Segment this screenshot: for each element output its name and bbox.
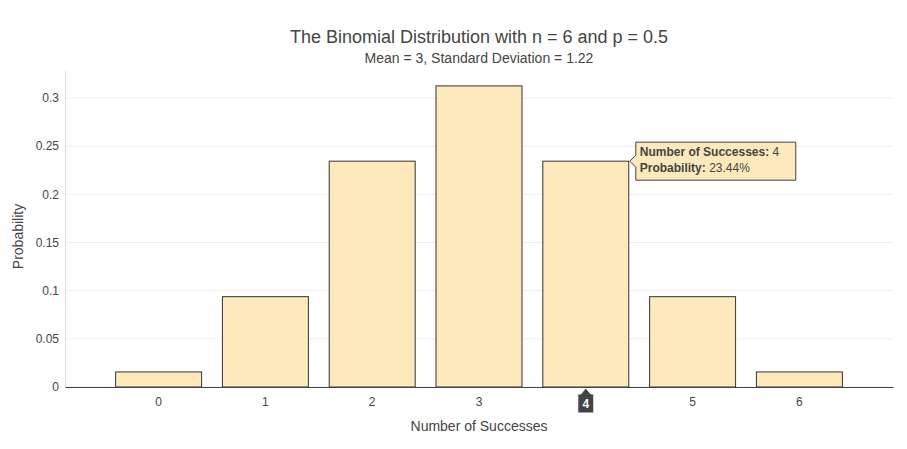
subtitle: Mean = 3, Standard Deviation = 1.22 <box>365 50 594 66</box>
y-tick-label: 0.2 <box>42 188 59 202</box>
y-tick-label: 0.25 <box>36 139 60 153</box>
x-tick: 1 <box>262 387 269 409</box>
y-tick: 0.05 <box>36 332 65 346</box>
y-tick: 0.2 <box>42 188 65 202</box>
x-tick: 2 <box>369 387 376 409</box>
y-tick: 0.15 <box>36 236 65 250</box>
bar[interactable] <box>756 372 842 387</box>
y-tick-label: 0 <box>52 380 59 394</box>
y-tick-label: 0.15 <box>36 236 60 250</box>
bar[interactable] <box>116 372 202 387</box>
y-axis-line <box>65 71 66 388</box>
x-tick: 0 <box>155 387 162 409</box>
axis-hover-box <box>578 388 594 413</box>
x-tick-label: 1 <box>262 395 269 409</box>
x-tick: 3 <box>476 387 483 409</box>
hover-text: Number of Successes: 4 <box>640 145 780 159</box>
hover-label: Number of Successes: 4 Probability: 23.44… <box>630 142 796 180</box>
bar[interactable] <box>222 297 308 387</box>
y-tick-label: 0.3 <box>42 91 59 105</box>
x-axis: 0 1 2 3 4 5 6 <box>66 387 894 409</box>
x-tick-label: 5 <box>689 395 696 409</box>
y-tick: 0 <box>52 380 65 394</box>
x-tick-label: 3 <box>476 395 483 409</box>
x-tick: 6 <box>796 387 803 409</box>
bar[interactable] <box>650 297 736 387</box>
y-tick: 0.1 <box>42 284 65 298</box>
x-tick-label: 6 <box>796 395 803 409</box>
x-tick-label: 0 <box>155 395 162 409</box>
y-tick-label: 0.1 <box>42 284 59 298</box>
y-axis-title: Probability <box>10 204 26 269</box>
title: The Binomial Distribution with n = 6 and… <box>290 27 668 47</box>
y-tick-label: 0.05 <box>36 332 60 346</box>
axis-hover-label: 4 <box>578 388 594 413</box>
x-axis-title: Number of Successes <box>411 418 548 434</box>
hover-box <box>630 142 796 180</box>
bar[interactable] <box>329 161 415 387</box>
x-tick: 5 <box>689 387 696 409</box>
x-axis-line <box>66 387 894 388</box>
hover-text: Probability: 23.44% <box>640 161 750 175</box>
y-tick: 0.3 <box>42 91 65 105</box>
bar[interactable] <box>543 161 629 387</box>
axis-hover-text: 4 <box>582 397 589 411</box>
y-tick: 0.25 <box>36 139 65 153</box>
bar[interactable] <box>436 86 522 387</box>
x-tick-label: 2 <box>369 395 376 409</box>
chart: 0 0.05 0.1 0.15 0.2 0.25 0.3 0 1 2 3 4 5 6 The Binomia… <box>0 0 907 449</box>
y-axis: 0 0.05 0.1 0.15 0.2 0.25 0.3 <box>36 71 66 395</box>
bars <box>116 86 843 387</box>
